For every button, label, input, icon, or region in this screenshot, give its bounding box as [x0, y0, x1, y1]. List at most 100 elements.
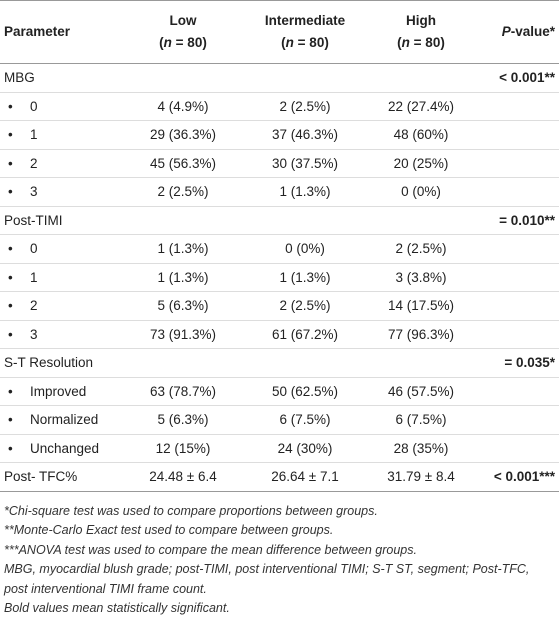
- header-n-prefix: (: [159, 35, 164, 50]
- value-cell: 3 (3.8%): [366, 263, 476, 292]
- header-n-var: n: [163, 35, 172, 50]
- header-cell: High (n = 80): [366, 0, 476, 64]
- value-cell: 6 (7.5%): [244, 405, 366, 435]
- data-row: • 1 1 (1.3%) 1 (1.3%) 3 (3.8%): [0, 263, 559, 292]
- table-header: Parameter Low (n = 80) Intermediate (n = 80)…: [0, 0, 559, 64]
- value-cell: 5 (6.3%): [122, 291, 244, 321]
- row-label-text: Unchanged: [30, 440, 100, 456]
- value-cell: 22 (27.4%): [366, 92, 476, 121]
- row-label: • 1: [0, 263, 122, 292]
- data-row: • 0 4 (4.9%) 2 (2.5%) 22 (27.4%): [0, 92, 559, 121]
- footnote: *Chi-square test was used to compare pro…: [4, 503, 378, 518]
- bullet: •: [8, 127, 13, 143]
- value-cell: 14 (17.5%): [366, 291, 476, 321]
- bullet: •: [8, 326, 13, 342]
- bullet: •: [8, 269, 13, 285]
- empty-cell: [366, 63, 476, 93]
- empty-cell: [476, 149, 559, 178]
- bullet: •: [8, 98, 13, 114]
- header-n-prefix: (: [281, 35, 286, 50]
- header-label: Intermediate: [264, 13, 346, 28]
- empty-cell: [476, 405, 559, 435]
- results-table: Parameter Low (n = 80) Intermediate (n = 80)…: [0, 0, 559, 492]
- value-cell: 29 (36.3%): [122, 120, 244, 150]
- bullet: •: [8, 155, 13, 171]
- value-cell: 24 (30%): [244, 434, 366, 463]
- bullet: •: [8, 440, 13, 456]
- empty-cell: [366, 206, 476, 235]
- empty-cell: [476, 177, 559, 207]
- row-label: • 0: [0, 234, 122, 264]
- row-label: Post- TFC%: [0, 462, 122, 492]
- header-label: High: [406, 13, 436, 28]
- footnote: **Monte-Carlo Exact test used to compare…: [4, 523, 334, 537]
- value-cell: 1 (1.3%): [122, 263, 244, 292]
- value-cell: 1 (1.3%): [244, 263, 366, 292]
- empty-cell: [244, 206, 366, 235]
- header-label: Parameter: [4, 24, 71, 39]
- header-n-var: n: [401, 35, 410, 50]
- value-cell: 63 (78.7%): [122, 377, 244, 406]
- value-cell: 0 (0%): [244, 234, 366, 264]
- row-label-text: Normalized: [30, 412, 99, 428]
- value-cell: 26.64 ± 7.1: [244, 462, 366, 492]
- bullet: •: [8, 383, 13, 399]
- final-row: Post- TFC% 24.48 ± 6.4 26.64 ± 7.1 31.79 ± …: [0, 462, 559, 492]
- value-cell: 4 (4.9%): [122, 92, 244, 121]
- row-label: • Unchanged: [0, 434, 122, 463]
- empty-cell: [476, 92, 559, 121]
- header-label: -value*: [510, 24, 555, 39]
- data-row: • 3 73 (91.3%) 61 (67.2%) 77 (96.3%): [0, 320, 559, 349]
- bullet: •: [8, 184, 13, 200]
- p-value: < 0.001**: [476, 63, 559, 93]
- value-cell: 24.48 ± 6.4: [122, 462, 244, 492]
- value-cell: 6 (7.5%): [366, 405, 476, 435]
- value-cell: 1 (1.3%): [122, 234, 244, 264]
- value-cell: 5 (6.3%): [122, 405, 244, 435]
- data-row: • Normalized 5 (6.3%) 6 (7.5%) 6 (7.5%): [0, 405, 559, 435]
- header-n-suffix: = 80): [409, 35, 445, 50]
- empty-cell: [476, 234, 559, 264]
- footnote: MBG, myocardial blush grade; post-TIMI, …: [4, 562, 530, 596]
- section-row: Post-TIMI = 0.010**: [0, 206, 559, 235]
- header-n-suffix: = 80): [171, 35, 207, 50]
- bullet: •: [8, 298, 13, 314]
- data-row: • Improved 63 (78.7%) 50 (62.5%) 46 (57.5%): [0, 377, 559, 406]
- empty-cell: [476, 434, 559, 463]
- value-cell: 61 (67.2%): [244, 320, 366, 349]
- header-n-var: n: [285, 35, 294, 50]
- header-row: Parameter Low (n = 80) Intermediate (n = 80)…: [0, 0, 559, 64]
- empty-cell: [476, 120, 559, 150]
- footnotes: *Chi-square test was used to compare pro…: [0, 492, 559, 619]
- bullet: •: [8, 241, 13, 257]
- row-label-text: 1: [30, 127, 38, 143]
- header-label: Low: [169, 13, 197, 28]
- table-body: MBG < 0.001** • 0 4 (4.9%) 2 (2.5%) 22 (27.4%)…: [0, 63, 559, 492]
- value-cell: 46 (57.5%): [366, 377, 476, 406]
- row-label-text: 3: [30, 184, 38, 200]
- value-cell: 28 (35%): [366, 434, 476, 463]
- section-label: Post-TIMI: [0, 206, 122, 235]
- empty-cell: [122, 348, 244, 378]
- section-label: S-T Resolution: [0, 348, 122, 378]
- header-n-suffix: = 80): [293, 35, 329, 50]
- row-label-text: 1: [30, 269, 38, 285]
- section-row: S-T Resolution = 0.035*: [0, 348, 559, 378]
- value-cell: 1 (1.3%): [244, 177, 366, 207]
- value-cell: 37 (46.3%): [244, 120, 366, 150]
- header-cell: Low (n = 80): [122, 0, 244, 64]
- empty-cell: [122, 63, 244, 93]
- section-label: MBG: [0, 63, 122, 93]
- row-label: • 0: [0, 92, 122, 121]
- row-label-text: 2: [30, 298, 38, 314]
- value-cell: 20 (25%): [366, 149, 476, 178]
- value-cell: 31.79 ± 8.4: [366, 462, 476, 492]
- row-label: • 2: [0, 149, 122, 178]
- empty-cell: [366, 348, 476, 378]
- value-cell: 77 (96.3%): [366, 320, 476, 349]
- data-row: • 2 5 (6.3%) 2 (2.5%) 14 (17.5%): [0, 291, 559, 321]
- data-row: • 3 2 (2.5%) 1 (1.3%) 0 (0%): [0, 177, 559, 207]
- empty-cell: [476, 377, 559, 406]
- row-label-text: 0: [30, 241, 38, 257]
- data-row: • 1 29 (36.3%) 37 (46.3%) 48 (60%): [0, 120, 559, 150]
